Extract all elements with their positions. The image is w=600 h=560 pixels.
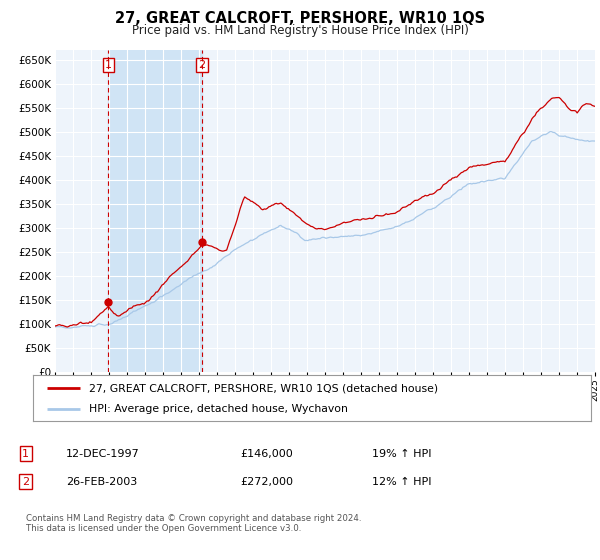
Text: £146,000: £146,000 [240, 449, 293, 459]
Text: 27, GREAT CALCROFT, PERSHORE, WR10 1QS (detached house): 27, GREAT CALCROFT, PERSHORE, WR10 1QS (… [89, 383, 438, 393]
Text: Contains HM Land Registry data © Crown copyright and database right 2024.
This d: Contains HM Land Registry data © Crown c… [26, 514, 361, 534]
Text: 26-FEB-2003: 26-FEB-2003 [66, 477, 137, 487]
Text: 1: 1 [22, 449, 29, 459]
Text: Price paid vs. HM Land Registry's House Price Index (HPI): Price paid vs. HM Land Registry's House … [131, 24, 469, 36]
Text: HPI: Average price, detached house, Wychavon: HPI: Average price, detached house, Wych… [89, 404, 347, 414]
Text: 27, GREAT CALCROFT, PERSHORE, WR10 1QS: 27, GREAT CALCROFT, PERSHORE, WR10 1QS [115, 11, 485, 26]
Text: 12% ↑ HPI: 12% ↑ HPI [372, 477, 431, 487]
Text: 2: 2 [22, 477, 29, 487]
Text: £272,000: £272,000 [240, 477, 293, 487]
Text: 2: 2 [199, 60, 205, 70]
Text: 12-DEC-1997: 12-DEC-1997 [66, 449, 140, 459]
Text: 19% ↑ HPI: 19% ↑ HPI [372, 449, 431, 459]
Bar [108, 50, 202, 372]
Text: 1: 1 [105, 60, 112, 70]
